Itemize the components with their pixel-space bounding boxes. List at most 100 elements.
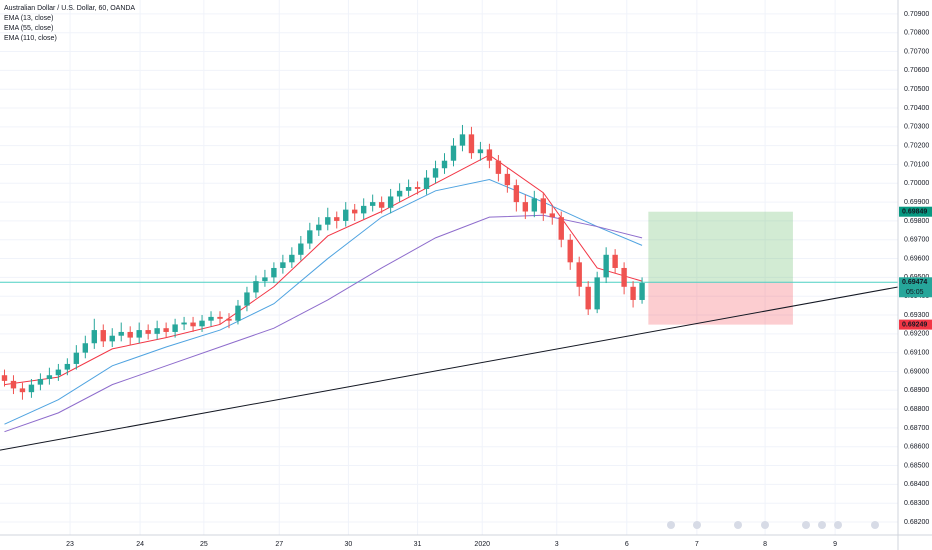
candle-body: [82, 343, 89, 353]
candle-body: [612, 254, 618, 268]
price-badge: [899, 319, 932, 330]
candle-body: [477, 149, 484, 154]
axes: 0.68200 0.68300 0.68400 0.68500 0.68600 0.687…: [66, 11, 932, 548]
y-tick-label: 0.70000: [904, 180, 929, 187]
candle-body: [343, 209, 349, 221]
candle-body: [127, 331, 133, 338]
candle-body: [64, 363, 71, 370]
candle-body: [639, 283, 645, 300]
candle-body: [513, 185, 520, 203]
y-tick-label: 0.70100: [904, 161, 929, 168]
candle-body: [37, 378, 44, 385]
indicator-label: EMA (110, close): [4, 35, 57, 42]
candle-body: [432, 168, 439, 178]
candle-body: [334, 217, 340, 221]
candle-body: [145, 330, 151, 334]
y-tick-label: 0.69300: [904, 312, 929, 319]
y-tick-label: 0.68600: [904, 444, 929, 451]
trendline: [0, 286, 899, 451]
x-tick-label: 25: [200, 541, 208, 548]
candle-body: [46, 375, 53, 379]
candle-body: [504, 173, 511, 186]
y-tick-label: 0.69800: [904, 218, 929, 225]
event-icons: [667, 521, 879, 529]
plot: [0, 124, 899, 451]
x-tick-label: 30: [345, 541, 353, 548]
y-tick-label: 0.69600: [904, 255, 929, 262]
y-tick-label: 0.69200: [904, 331, 929, 338]
candle-body: [73, 352, 80, 364]
x-tick-label: 2020: [474, 541, 490, 548]
candle-body: [226, 318, 232, 321]
candle-body: [576, 262, 582, 287]
candle-body: [154, 328, 160, 334]
x-tick-label: 6: [625, 541, 629, 548]
x-tick-label: 3: [555, 541, 559, 548]
x-tick-label: 7: [695, 541, 699, 548]
candle-body: [244, 292, 250, 306]
price-badge: [899, 206, 932, 217]
candle-body: [441, 160, 448, 169]
candle-body: [28, 384, 35, 393]
candle-body: [594, 277, 600, 310]
loss-zone: [648, 282, 793, 325]
candle-body: [352, 209, 358, 214]
chart-title: Australian Dollar / U.S. Dollar, 60, OAN…: [4, 5, 135, 12]
y-tick-label: 0.68400: [904, 481, 929, 488]
candle-body: [522, 202, 529, 212]
y-tick-label: 0.70300: [904, 124, 929, 131]
x-tick-label: 24: [136, 541, 144, 548]
y-tick-label: 0.69700: [904, 237, 929, 244]
candle-body: [298, 243, 304, 255]
y-tick-label: 0.70500: [904, 86, 929, 93]
candle-body: [585, 286, 591, 310]
candle-body: [567, 239, 573, 263]
y-tick-label: 0.70400: [904, 105, 929, 112]
y-tick-label: 0.68500: [904, 462, 929, 469]
candle-body: [549, 213, 555, 218]
candle-body: [369, 202, 376, 206]
price-badge: [899, 277, 932, 298]
candle-body: [199, 320, 205, 327]
candle-body: [235, 305, 241, 321]
candle-body: [163, 328, 169, 332]
x-tick-label: 27: [275, 541, 283, 548]
candle-body: [19, 388, 26, 393]
candle-body: [172, 324, 178, 332]
x-tick-label: 9: [833, 541, 837, 548]
y-tick-label: 0.68700: [904, 425, 929, 432]
candle-body: [414, 187, 421, 189]
candle-body: [307, 230, 313, 244]
candle-body: [387, 196, 394, 208]
candle-body: [181, 322, 187, 325]
candle-body: [100, 330, 106, 342]
candle-body: [423, 177, 430, 189]
candle-body: [10, 380, 17, 389]
x-tick-label: 23: [66, 541, 74, 548]
candle-body: [405, 187, 412, 191]
indicator-label: EMA (55, close): [4, 25, 53, 32]
indicator-label: EMA (13, close): [4, 15, 53, 22]
candle-body: [450, 145, 457, 161]
y-tick-label: 0.69000: [904, 368, 929, 375]
candle-body: [109, 335, 115, 342]
y-tick-label: 0.70200: [904, 142, 929, 149]
price-badge-label: 0.69249: [902, 321, 927, 328]
candle-body: [621, 267, 627, 287]
price-badge-label: 0.69474: [902, 279, 927, 286]
candle-body: [190, 322, 196, 327]
countdown: 05:05: [906, 289, 924, 296]
candle-body: [558, 217, 564, 240]
candle-body: [280, 262, 286, 268]
y-tick-label: 0.69100: [904, 349, 929, 356]
candle-body: [603, 254, 609, 278]
y-tick-label: 0.68200: [904, 519, 929, 526]
y-tick-label: 0.70600: [904, 67, 929, 74]
candle-body: [217, 316, 223, 319]
candle-body: [55, 369, 62, 376]
candle-body: [531, 198, 538, 212]
y-tick-label: 0.70800: [904, 30, 929, 37]
candle-body: [360, 205, 367, 214]
